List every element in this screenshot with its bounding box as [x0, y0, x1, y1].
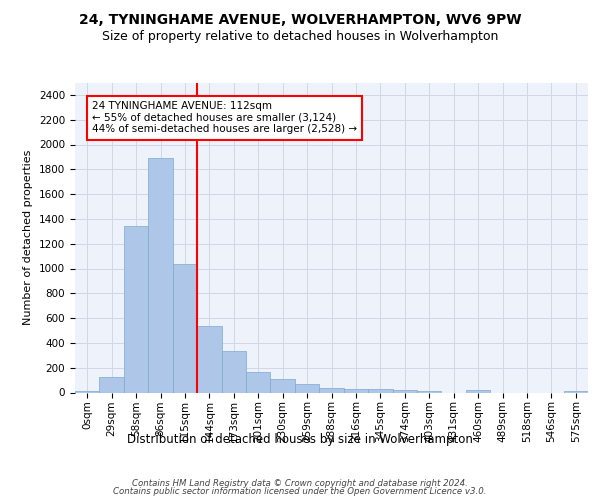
Bar — [173, 264, 197, 392]
Bar — [221, 351, 246, 393]
Bar — [417, 390, 442, 392]
Bar — [295, 384, 319, 392]
Bar — [344, 389, 368, 392]
Y-axis label: Number of detached properties: Number of detached properties — [23, 150, 34, 325]
Bar — [124, 226, 148, 392]
Text: Distribution of detached houses by size in Wolverhampton: Distribution of detached houses by size … — [127, 432, 473, 446]
Bar — [75, 390, 100, 392]
Bar — [197, 326, 221, 392]
Bar — [271, 379, 295, 392]
Text: 24, TYNINGHAME AVENUE, WOLVERHAMPTON, WV6 9PW: 24, TYNINGHAME AVENUE, WOLVERHAMPTON, WV… — [79, 12, 521, 26]
Bar — [392, 390, 417, 392]
Bar — [100, 377, 124, 392]
Bar — [368, 390, 392, 392]
Bar — [466, 390, 490, 392]
Bar — [148, 158, 173, 392]
Text: Contains public sector information licensed under the Open Government Licence v3: Contains public sector information licen… — [113, 487, 487, 496]
Text: 24 TYNINGHAME AVENUE: 112sqm
← 55% of detached houses are smaller (3,124)
44% of: 24 TYNINGHAME AVENUE: 112sqm ← 55% of de… — [92, 101, 357, 134]
Bar — [563, 390, 588, 392]
Text: Contains HM Land Registry data © Crown copyright and database right 2024.: Contains HM Land Registry data © Crown c… — [132, 478, 468, 488]
Bar — [246, 372, 271, 392]
Bar — [319, 388, 344, 392]
Text: Size of property relative to detached houses in Wolverhampton: Size of property relative to detached ho… — [102, 30, 498, 43]
